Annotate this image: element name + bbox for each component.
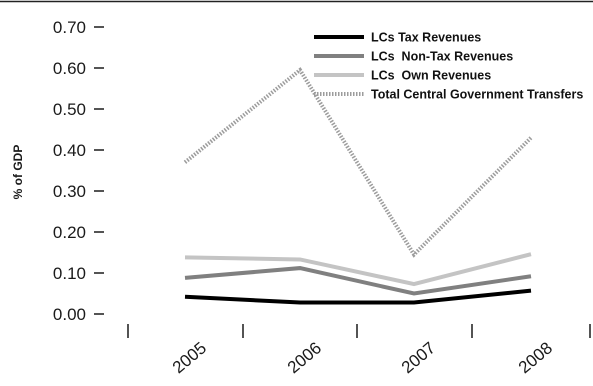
y-tick-label: 0.70 [53, 18, 86, 37]
y-tick-label: 0.20 [53, 223, 86, 242]
y-tick-label: 0.50 [53, 100, 86, 119]
series-line-0 [184, 288, 532, 305]
legend-label: LCs Own Revenues [371, 69, 491, 83]
x-tick-label: 2007 [398, 338, 439, 377]
legend-label: LCs Non-Tax Revenues [371, 50, 513, 64]
series-layer [183, 67, 533, 305]
x-axis: 2005 2006 2007 2008 [127, 324, 591, 377]
y-axis-title: % of GDP [11, 145, 25, 200]
legend-label: Total Central Government Transfers [371, 88, 583, 102]
legend: LCs Tax Revenues LCs Non-Tax Revenues LCs … [314, 31, 583, 102]
legend-label: LCs Tax Revenues [371, 31, 481, 45]
y-tick-label: 0.30 [53, 182, 86, 201]
x-tick-label: 2005 [169, 338, 210, 377]
series-line-3 [183, 67, 533, 258]
y-axis: 0.00 0.10 0.20 0.30 0.40 0.50 0.60 0.70 [53, 18, 104, 324]
y-tick-label: 0.10 [53, 264, 86, 283]
y-tick-label: 0.00 [53, 305, 86, 324]
x-tick-label: 2006 [284, 338, 325, 377]
x-tick-label: 2008 [515, 338, 556, 377]
series-line-1 [184, 266, 532, 296]
y-tick-label: 0.40 [53, 141, 86, 160]
series-line-2 [184, 252, 532, 287]
y-tick-label: 0.60 [53, 59, 86, 78]
